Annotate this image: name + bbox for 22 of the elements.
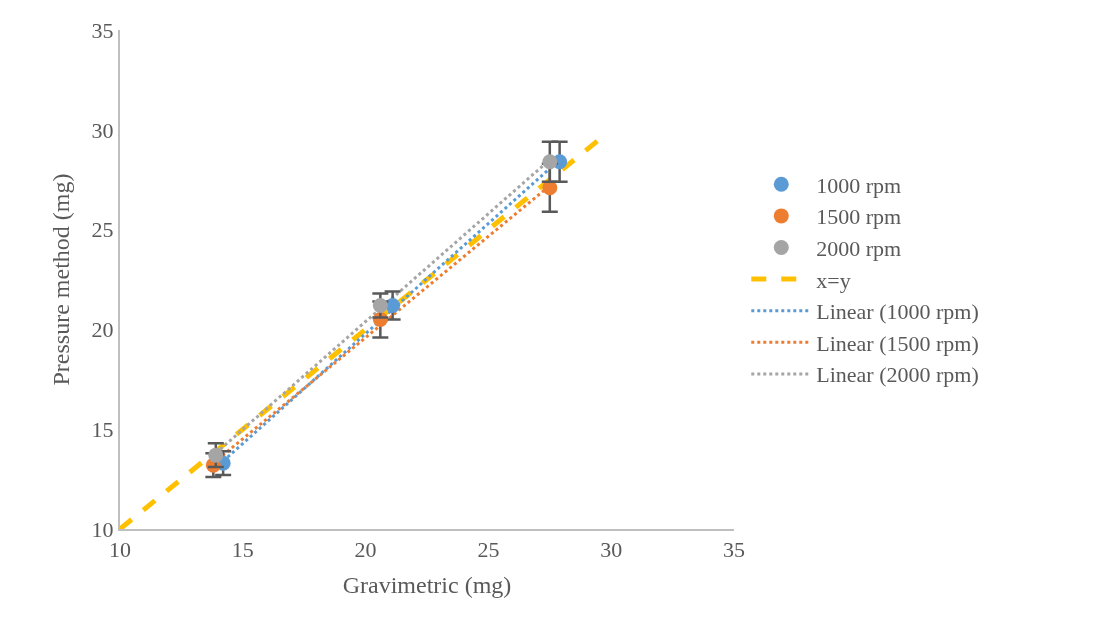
point [208, 447, 224, 463]
legend-label: Linear (1500 rpm) [816, 330, 979, 356]
y-tick-label: 30 [91, 117, 114, 143]
x-tick-label: 15 [231, 537, 254, 563]
x-tick-label: 20 [354, 537, 377, 563]
point [542, 154, 558, 170]
legend-label: 1500 rpm [816, 204, 902, 230]
x-tick-label: 30 [600, 537, 623, 563]
legend-label: Linear (1000 rpm) [816, 299, 979, 325]
x-tick-label: 25 [477, 537, 500, 563]
y-tick-label: 25 [91, 217, 114, 243]
x-axis-title: Gravimetric (mg) [342, 572, 512, 599]
legend-label: x=y [816, 267, 851, 293]
y-axis-title: Pressure method (mg) [48, 173, 75, 386]
legend-label: 1000 rpm [816, 172, 902, 198]
y-tick-label: 35 [91, 17, 114, 43]
legend-label: 2000 rpm [816, 236, 902, 262]
point [372, 297, 388, 313]
y-tick-label: 15 [91, 416, 114, 442]
legend-label: Linear (2000 rpm) [816, 362, 979, 388]
x-tick-label: 35 [723, 537, 745, 563]
y-tick-label: 20 [91, 317, 114, 343]
